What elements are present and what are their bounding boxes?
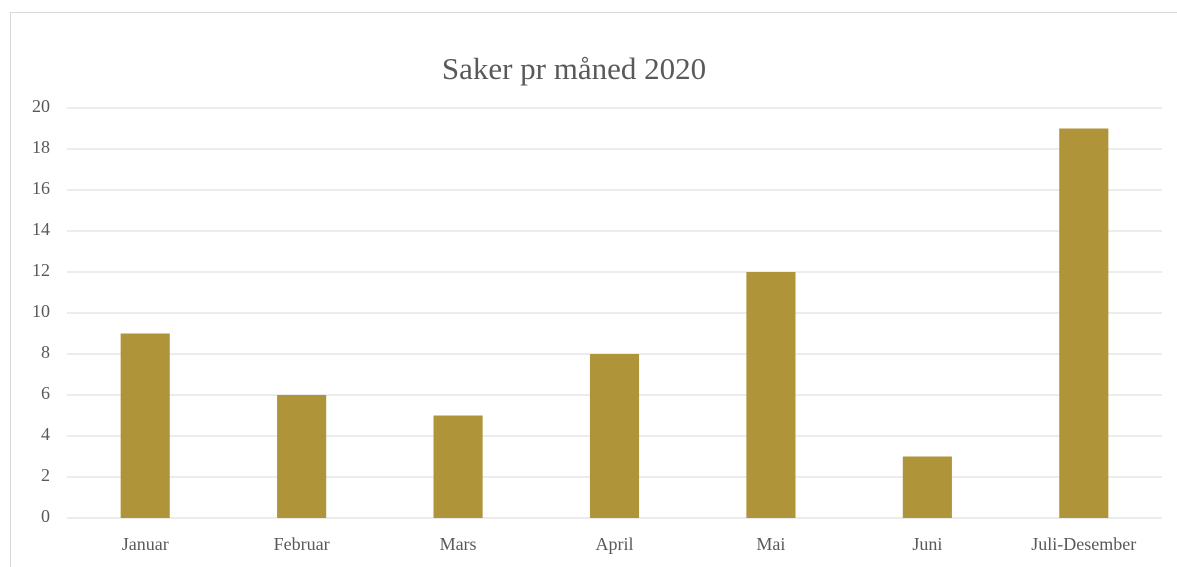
x-tick-label: Juni (912, 534, 942, 554)
x-tick-label: April (596, 534, 634, 554)
bar (120, 333, 170, 518)
bar (1059, 128, 1109, 518)
bar (902, 456, 952, 518)
bar (277, 395, 327, 518)
x-tick-label: Juli-Desember (1031, 534, 1136, 554)
bar (746, 272, 796, 518)
x-tick-label: Februar (274, 534, 330, 554)
y-tick-label: 18 (32, 137, 50, 157)
y-tick-label: 16 (32, 178, 50, 198)
x-tick-label: Januar (122, 534, 169, 554)
y-tick-label: 12 (32, 260, 50, 280)
bar (589, 354, 640, 518)
chart-title: Saker pr måned 2020 (442, 51, 706, 86)
y-tick-label: 2 (41, 465, 50, 485)
bar (433, 415, 483, 518)
y-tick-label: 8 (41, 342, 50, 362)
y-tick-label: 10 (32, 301, 50, 321)
x-tick-label: Mars (440, 534, 477, 554)
y-tick-label: 6 (41, 383, 50, 403)
y-tick-label: 20 (32, 96, 50, 116)
x-tick-label: Mai (756, 534, 785, 554)
y-tick-label: 0 (41, 506, 50, 526)
y-tick-label: 14 (32, 219, 50, 239)
y-tick-label: 4 (41, 424, 50, 444)
